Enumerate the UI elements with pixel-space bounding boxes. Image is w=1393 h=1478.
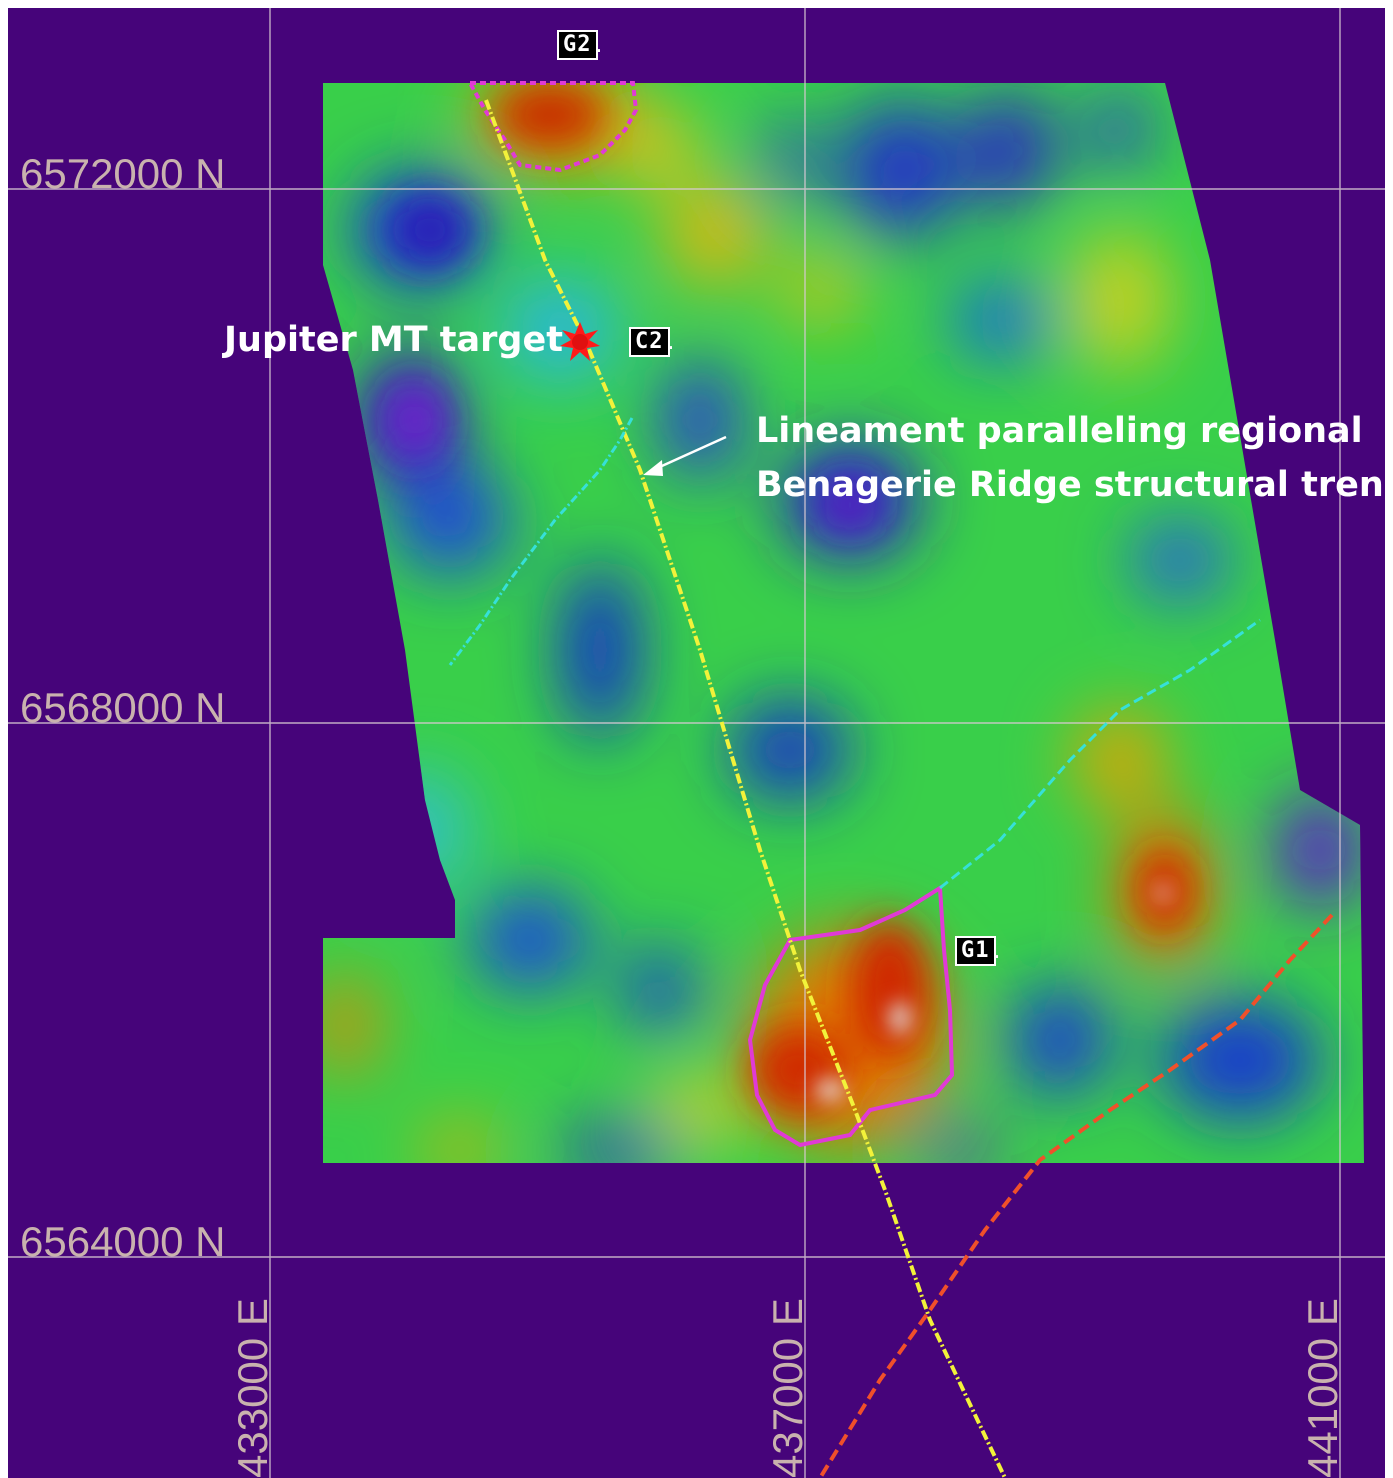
easting-label-437000: 437000 E xyxy=(767,1298,809,1478)
northing-label-6572000: 6572000 N xyxy=(20,153,226,195)
easting-label-441000: 441000 E xyxy=(1302,1298,1344,1478)
target-tag-g1: G1 xyxy=(955,936,996,966)
jupiter-target-label: Jupiter MT target xyxy=(224,319,563,361)
easting-label-433000: 433000 E xyxy=(232,1298,274,1478)
target-tag-c2: C2 xyxy=(629,327,670,357)
lineament-label-line1: Lineament paralleling regional xyxy=(756,410,1363,452)
northing-label-6564000: 6564000 N xyxy=(20,1221,226,1263)
target-tag-g2: G2 xyxy=(557,30,598,60)
lineament-label-line2: Benagerie Ridge structural trend xyxy=(756,464,1393,506)
northing-label-6568000: 6568000 N xyxy=(20,687,226,729)
